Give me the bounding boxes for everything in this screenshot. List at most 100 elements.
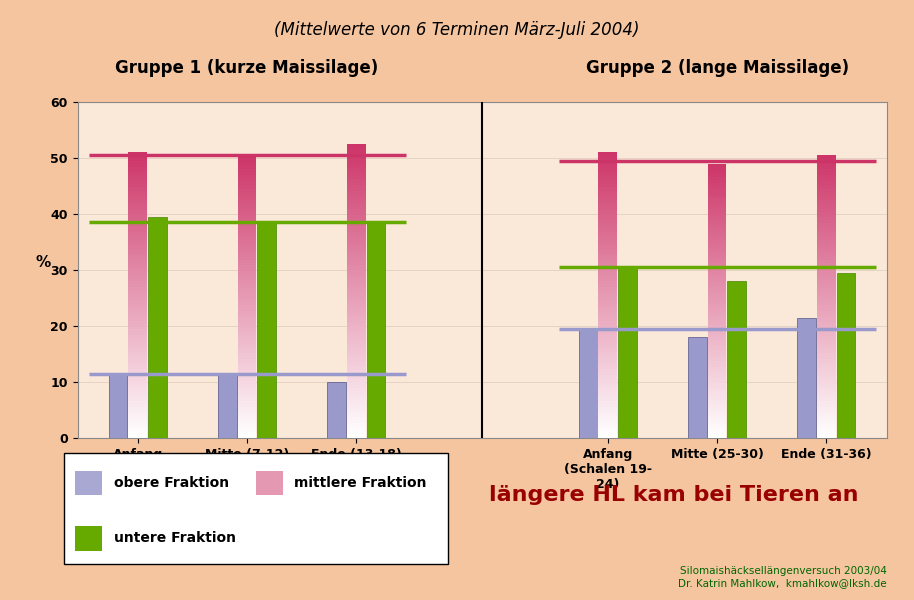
- Bar: [347, 161, 366, 164]
- Bar: [837, 273, 856, 438]
- Bar: [238, 299, 257, 302]
- Bar: [707, 372, 727, 375]
- Bar: [347, 229, 366, 232]
- Bar: [347, 291, 366, 294]
- Bar: [347, 356, 366, 359]
- Bar: [599, 187, 617, 190]
- Bar: [238, 274, 257, 277]
- Bar: [599, 292, 617, 295]
- Bar: [707, 347, 727, 350]
- Bar: [238, 265, 257, 268]
- Bar: [347, 253, 366, 256]
- Bar: [238, 248, 257, 251]
- Bar: [238, 257, 257, 260]
- Bar: [238, 342, 257, 344]
- Bar: [238, 331, 257, 334]
- Bar: [129, 230, 147, 232]
- Bar: [347, 197, 366, 200]
- Bar: [707, 334, 727, 337]
- Bar: [347, 379, 366, 382]
- Bar: [707, 229, 727, 232]
- Bar: [817, 200, 835, 203]
- Bar: [129, 195, 147, 198]
- Bar: [129, 344, 147, 347]
- Bar: [129, 349, 147, 352]
- Bar: [347, 265, 366, 268]
- Bar: [599, 201, 617, 204]
- Bar: [238, 226, 257, 229]
- Bar: [347, 320, 366, 323]
- Bar: [707, 389, 727, 391]
- Bar: [367, 223, 386, 438]
- Bar: [599, 375, 617, 378]
- Bar: [129, 375, 147, 378]
- Bar: [129, 255, 147, 258]
- Bar: [817, 390, 835, 393]
- Bar: [817, 178, 835, 181]
- Bar: [599, 378, 617, 381]
- Bar: [817, 418, 835, 421]
- Bar: [599, 418, 617, 421]
- Bar: [599, 344, 617, 347]
- Bar: [707, 353, 727, 356]
- Bar: [618, 267, 637, 438]
- Bar: [238, 328, 257, 331]
- Bar: [817, 215, 835, 217]
- Bar: [599, 181, 617, 184]
- Bar: [707, 422, 727, 424]
- Bar: [707, 424, 727, 427]
- Bar: [707, 345, 727, 347]
- Text: (Mittelwerte von 6 Terminen März-Juli 2004): (Mittelwerte von 6 Terminen März-Juli 20…: [274, 21, 640, 39]
- Bar: [347, 232, 366, 235]
- Bar: [599, 335, 617, 338]
- Bar: [599, 224, 617, 227]
- Bar: [599, 409, 617, 412]
- Bar: [129, 172, 147, 175]
- Bar: [238, 413, 257, 415]
- Bar: [817, 206, 835, 209]
- Bar: [707, 350, 727, 353]
- Bar: [707, 370, 727, 372]
- Bar: [817, 209, 835, 212]
- Bar: [238, 172, 257, 175]
- Bar: [238, 393, 257, 395]
- Bar: [148, 217, 167, 438]
- Bar: [129, 272, 147, 275]
- Bar: [129, 370, 147, 373]
- Bar: [238, 161, 257, 164]
- Bar: [347, 256, 366, 259]
- Bar: [347, 276, 366, 279]
- Bar: [817, 161, 835, 164]
- Bar: [238, 334, 257, 336]
- Bar: [599, 193, 617, 195]
- Bar: [347, 176, 366, 179]
- Bar: [109, 374, 127, 438]
- Bar: [707, 430, 727, 433]
- Bar: [599, 352, 617, 355]
- Bar: [599, 215, 617, 218]
- Bar: [817, 158, 835, 161]
- Bar: [599, 381, 617, 384]
- Bar: [599, 367, 617, 370]
- Bar: [347, 303, 366, 305]
- Bar: [707, 284, 727, 287]
- Bar: [347, 359, 366, 362]
- Bar: [707, 301, 727, 304]
- Bar: [817, 356, 835, 359]
- Bar: [129, 378, 147, 381]
- Bar: [599, 304, 617, 307]
- Bar: [129, 395, 147, 398]
- Bar: [347, 350, 366, 353]
- Bar: [817, 164, 835, 167]
- Text: Silomaishäcksellängenversuch 2003/04
Dr. Katrin Mahlkow,  kmahlkow@lksh.de: Silomaishäcksellängenversuch 2003/04 Dr.…: [678, 566, 887, 588]
- Bar: [238, 339, 257, 342]
- Bar: [347, 200, 366, 203]
- Bar: [347, 314, 366, 317]
- Bar: [817, 254, 835, 257]
- Bar: [347, 382, 366, 385]
- Bar: [238, 175, 257, 178]
- Bar: [347, 150, 366, 153]
- Bar: [817, 367, 835, 370]
- Bar: [347, 326, 366, 329]
- Bar: [707, 221, 727, 224]
